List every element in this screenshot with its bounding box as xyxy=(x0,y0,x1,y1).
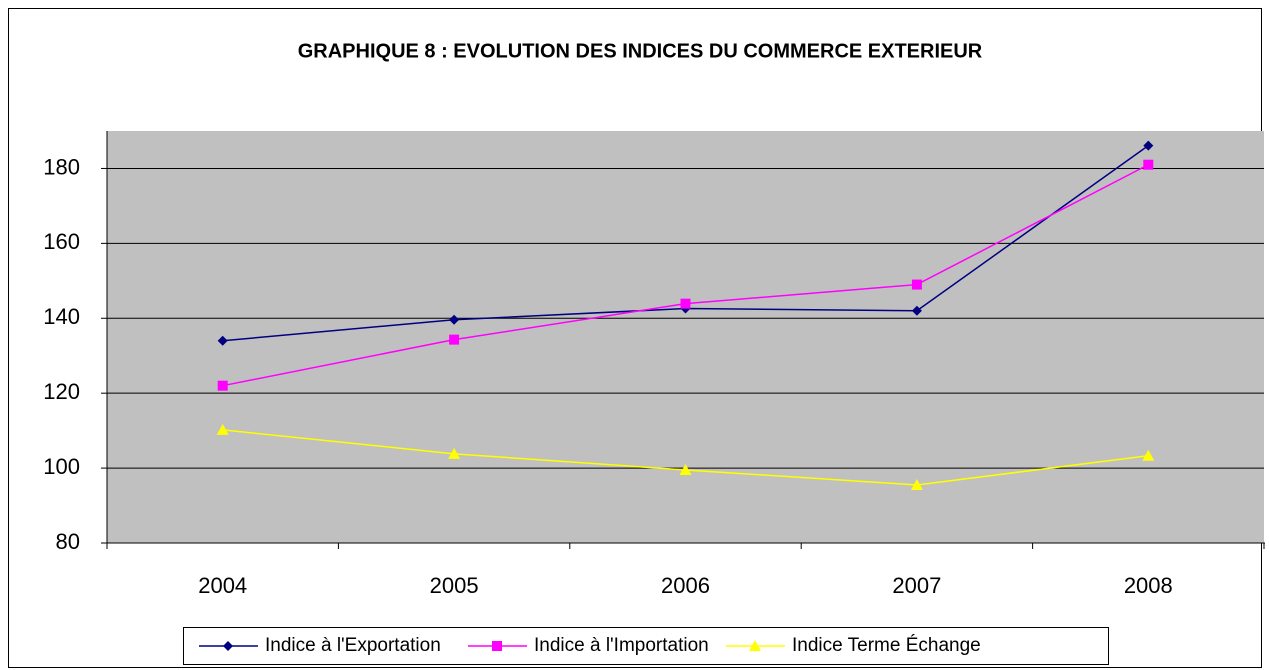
y-tick-label: 180 xyxy=(43,154,80,179)
data-point xyxy=(679,463,692,475)
data-point xyxy=(216,423,229,435)
y-tick-label: 140 xyxy=(43,304,80,329)
legend-label: Indice Terme Échange xyxy=(792,635,981,656)
y-tick-label: 100 xyxy=(43,454,80,479)
y-tick-label: 160 xyxy=(43,229,80,254)
chart-title: GRAPHIQUE 8 : EVOLUTION DES INDICES DU C… xyxy=(298,40,983,62)
data-point xyxy=(217,380,228,391)
data-point xyxy=(1143,140,1154,151)
x-tick-label: 2004 xyxy=(198,573,247,598)
legend-marker xyxy=(223,641,233,651)
data-point xyxy=(911,279,922,290)
plot-area xyxy=(107,131,1264,543)
y-tick-label: 80 xyxy=(56,529,80,554)
x-tick-label: 2005 xyxy=(430,573,479,598)
data-point xyxy=(1142,449,1155,461)
legend-marker xyxy=(749,640,761,651)
x-tick-label: 2006 xyxy=(661,573,710,598)
data-point xyxy=(217,335,228,346)
legend-label: Indice à l'Exportation xyxy=(265,635,441,656)
y-tick-label: 120 xyxy=(43,379,80,404)
legend-box xyxy=(183,627,1109,665)
data-point xyxy=(680,298,691,309)
legend-label: Indice à l'Importation xyxy=(534,635,709,656)
data-point xyxy=(911,305,922,316)
x-tick-label: 2007 xyxy=(892,573,941,598)
data-point xyxy=(1143,159,1154,170)
data-point xyxy=(910,478,923,490)
x-tick-label: 2008 xyxy=(1124,573,1173,598)
legend-marker xyxy=(492,641,502,651)
data-point xyxy=(448,447,461,459)
data-point xyxy=(449,314,460,325)
data-point xyxy=(449,334,460,345)
